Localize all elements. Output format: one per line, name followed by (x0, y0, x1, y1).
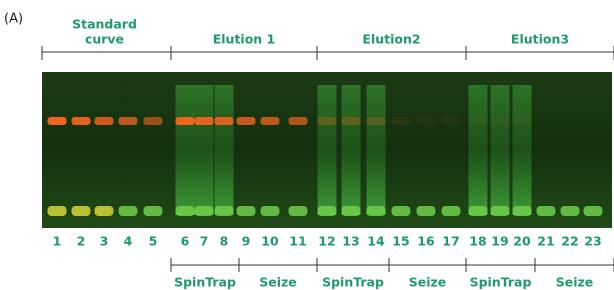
lane-number: 13 (342, 234, 359, 249)
subgroup-label: SpinTrap (470, 275, 532, 290)
subgroup-label: Seize (409, 275, 447, 290)
orange-band (367, 117, 386, 125)
bottom-band (215, 206, 234, 216)
lane-number: 16 (417, 234, 435, 249)
bottom-band (491, 206, 510, 216)
lane-smear (491, 85, 510, 215)
group-label: curve (85, 32, 124, 47)
orange-band (318, 117, 337, 125)
bottom-band (195, 206, 214, 216)
lane-number: 14 (367, 234, 385, 249)
orange-band (491, 117, 510, 125)
orange-band (176, 117, 195, 125)
lane-smear (513, 85, 532, 215)
bottom-band (289, 206, 308, 216)
bottom-band (342, 206, 361, 216)
bottom-band (367, 206, 386, 216)
bottom-band (318, 206, 337, 216)
lane-smear (215, 85, 234, 215)
orange-band (195, 117, 214, 125)
bottom-band (392, 206, 411, 216)
group-label: Elution2 (362, 32, 420, 47)
bottom-band (119, 206, 138, 216)
bottom-band (417, 206, 436, 216)
bottom-band (561, 206, 580, 216)
bottom-band (48, 206, 67, 216)
bottom-band (237, 206, 256, 216)
bottom-band (513, 206, 532, 216)
lane-number: 21 (537, 234, 554, 249)
orange-band (144, 117, 163, 125)
lane-smear (195, 85, 214, 215)
gel-image (42, 72, 612, 228)
orange-band (72, 117, 91, 125)
lane-smear (469, 85, 488, 215)
lane-number: 6 (181, 234, 190, 249)
lane-number: 5 (149, 234, 158, 249)
lane-number: 12 (318, 234, 335, 249)
orange-band (442, 117, 461, 125)
orange-band (95, 117, 114, 125)
lane-number: 7 (200, 234, 209, 249)
lane-number: 19 (491, 234, 508, 249)
lane-number: 11 (289, 234, 306, 249)
lane-number: 2 (77, 234, 86, 249)
lane-number: 4 (124, 234, 133, 249)
group-label: Elution3 (511, 32, 569, 47)
bottom-band (584, 206, 603, 216)
panel-label: (A) (4, 12, 23, 27)
lane-number: 17 (442, 234, 459, 249)
lane-smear (318, 85, 337, 215)
orange-band (342, 117, 361, 125)
bottom-band (537, 206, 556, 216)
bottom-band (442, 206, 461, 216)
lane-number: 1 (53, 234, 62, 249)
orange-band (119, 117, 138, 125)
lane-number: 10 (261, 234, 279, 249)
lane-number: 3 (100, 234, 109, 249)
orange-band (513, 117, 532, 125)
lane-number: 15 (392, 234, 409, 249)
orange-band (469, 117, 488, 125)
lane-number: 18 (469, 234, 486, 249)
lane-smear (176, 85, 195, 215)
lane-number: 9 (242, 234, 251, 249)
lane-smear (342, 85, 361, 215)
lane-number: 22 (561, 234, 578, 249)
bottom-band (95, 206, 114, 216)
orange-band (417, 117, 436, 125)
lane-number: 23 (584, 234, 601, 249)
bottom-band (72, 206, 91, 216)
bottom-band (469, 206, 488, 216)
group-label: Standard (72, 17, 137, 32)
lane-smear (367, 85, 386, 215)
orange-band (215, 117, 234, 125)
group-label: Elution 1 (213, 32, 276, 47)
lane-number: 8 (220, 234, 229, 249)
figure: (A) Standardcurve Elution 1 Elution2 Elutio… (0, 0, 614, 290)
orange-band (392, 117, 411, 125)
subgroup-label: Seize (259, 275, 297, 290)
orange-band (261, 117, 280, 125)
orange-band (48, 117, 67, 125)
lane-number: 20 (513, 234, 531, 249)
bottom-band (144, 206, 163, 216)
orange-band (237, 117, 256, 125)
bottom-band (261, 206, 280, 216)
subgroup-label: SpinTrap (322, 275, 384, 290)
subgroup-label: Seize (556, 275, 594, 290)
subgroup-label: SpinTrap (174, 275, 236, 290)
orange-band (289, 117, 308, 125)
bottom-band (176, 206, 195, 216)
